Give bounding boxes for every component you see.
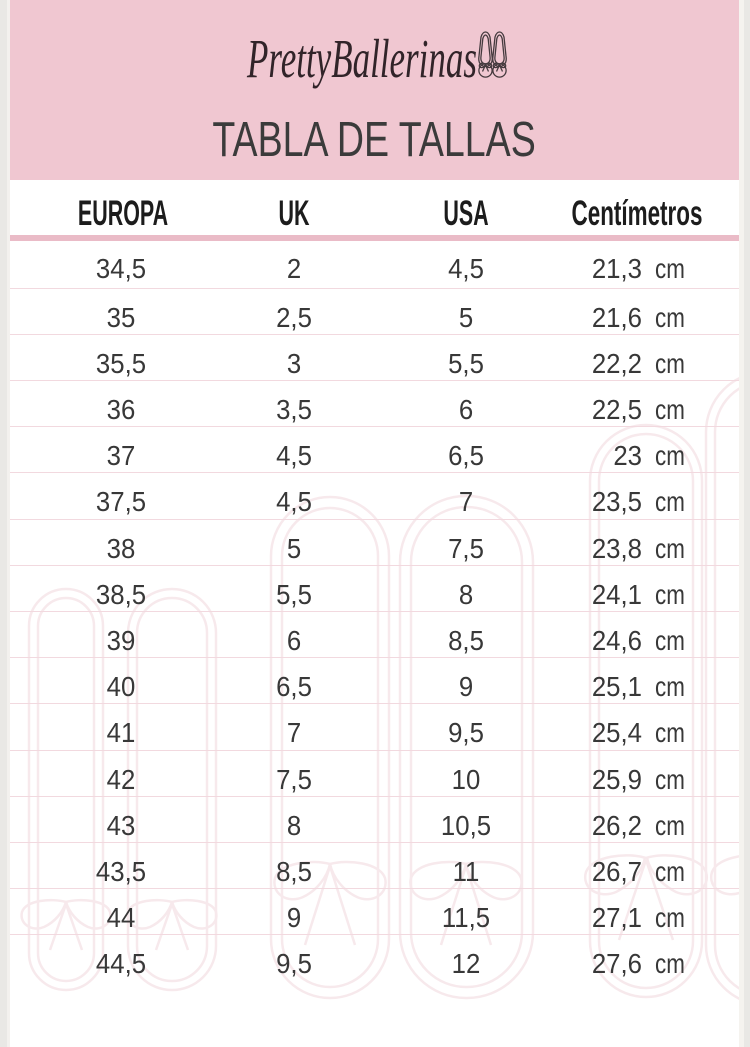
svg-text:PrettyBallerinas: PrettyBallerinas	[246, 28, 477, 89]
